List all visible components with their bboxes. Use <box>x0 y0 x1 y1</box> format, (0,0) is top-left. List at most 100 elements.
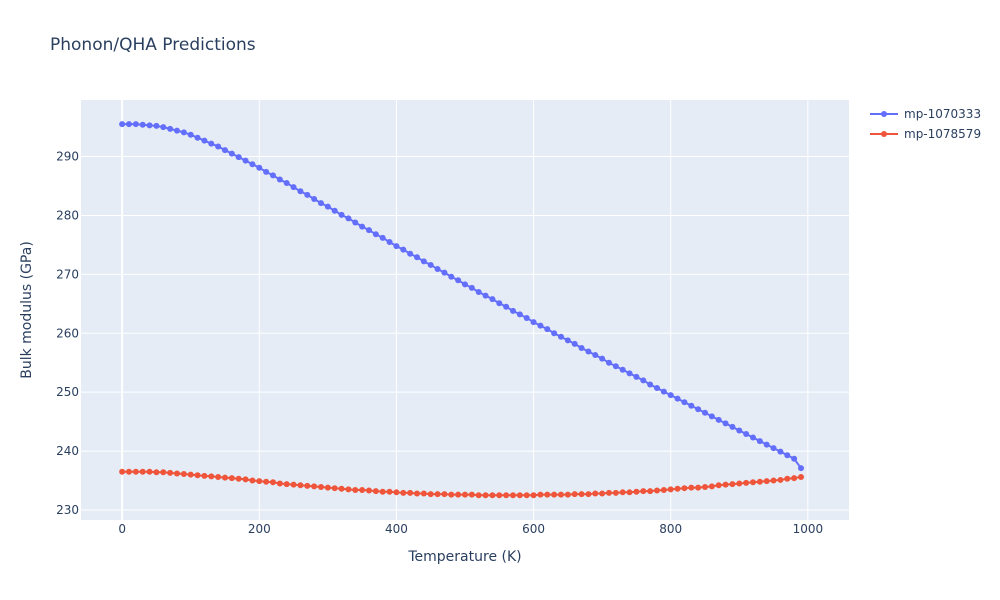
data-point <box>489 492 496 499</box>
legend-label: mp-1078579 <box>904 127 981 141</box>
data-point <box>708 413 715 420</box>
data-point <box>798 465 804 472</box>
data-point <box>612 489 619 496</box>
legend-item[interactable]: mp-1078579 <box>870 127 981 141</box>
x-tick-label: 400 <box>385 522 408 536</box>
data-point <box>400 489 407 496</box>
data-point <box>455 491 462 498</box>
data-point <box>695 484 702 491</box>
data-point <box>667 486 674 493</box>
legend[interactable]: mp-1070333 mp-1078579 <box>870 107 981 141</box>
data-point <box>688 402 695 409</box>
data-point <box>174 470 180 477</box>
data-point <box>592 490 599 497</box>
data-point <box>482 492 489 499</box>
data-point <box>551 491 558 498</box>
data-point <box>654 487 660 494</box>
data-point <box>722 481 729 488</box>
data-point <box>722 420 729 427</box>
data-point <box>352 219 359 226</box>
plot-area <box>81 100 849 520</box>
data-point <box>750 479 756 486</box>
data-point <box>167 469 174 476</box>
data-point <box>674 485 681 492</box>
data-point <box>352 486 359 493</box>
data-point <box>647 381 654 388</box>
data-point <box>119 121 126 128</box>
data-point <box>551 330 558 337</box>
data-point <box>702 484 708 491</box>
data-point <box>215 474 222 480</box>
data-point <box>434 491 441 498</box>
x-tick-label: 0 <box>118 522 126 536</box>
data-point <box>400 246 407 253</box>
y-tick-label: 280 <box>56 208 79 222</box>
data-point <box>784 452 791 459</box>
data-point <box>798 474 804 480</box>
data-point <box>715 416 722 423</box>
data-point <box>523 314 530 321</box>
data-point <box>427 261 434 268</box>
legend-item[interactable]: mp-1070333 <box>870 107 981 121</box>
data-point <box>345 215 352 222</box>
data-point <box>606 359 612 366</box>
legend-label: mp-1070333 <box>904 107 981 121</box>
data-point <box>585 491 592 498</box>
data-point <box>414 254 420 261</box>
data-point <box>681 485 688 492</box>
data-point <box>448 273 455 280</box>
y-tick-label: 250 <box>56 385 79 399</box>
data-point <box>338 211 345 218</box>
data-point <box>139 121 146 128</box>
data-point <box>276 176 283 183</box>
data-point <box>462 281 468 288</box>
data-point <box>434 266 441 273</box>
data-point <box>763 441 770 448</box>
data-point <box>468 491 475 498</box>
data-point <box>386 238 393 245</box>
data-point <box>379 234 386 241</box>
data-point <box>201 472 208 479</box>
data-point <box>222 474 228 481</box>
data-point <box>455 277 462 284</box>
data-point <box>146 122 153 129</box>
data-point <box>475 289 482 296</box>
data-point <box>427 491 434 498</box>
data-point <box>318 484 324 491</box>
data-point <box>736 480 743 487</box>
series-layer <box>119 121 804 499</box>
data-point <box>331 485 338 492</box>
data-point <box>729 423 736 430</box>
data-point <box>270 172 276 179</box>
legend-marker <box>881 131 887 137</box>
data-point <box>283 481 290 488</box>
data-point <box>187 471 194 478</box>
y-axis-ticks: 230 240 250 260 270 280 290 <box>56 150 79 517</box>
data-point <box>784 475 791 482</box>
x-tick-label: 600 <box>522 522 545 536</box>
data-point <box>654 385 660 392</box>
y-tick-label: 240 <box>56 444 79 458</box>
data-point <box>441 269 448 276</box>
data-point <box>578 344 585 351</box>
chart-title: Phonon/QHA Predictions <box>50 35 256 55</box>
data-point <box>537 322 544 329</box>
data-point <box>462 491 468 498</box>
data-point <box>503 492 510 499</box>
data-point <box>256 478 263 485</box>
data-point <box>619 366 626 373</box>
data-point <box>283 180 290 187</box>
data-point <box>606 489 612 496</box>
data-point <box>770 445 777 452</box>
data-point <box>263 168 270 175</box>
data-point <box>516 311 523 318</box>
data-point <box>318 200 324 207</box>
data-point <box>660 486 667 493</box>
x-tick-label: 1000 <box>793 522 824 536</box>
data-point <box>126 121 132 128</box>
data-point <box>564 337 571 344</box>
data-point <box>503 303 510 310</box>
data-point <box>174 127 180 134</box>
data-point <box>228 150 235 157</box>
data-point <box>558 333 564 340</box>
